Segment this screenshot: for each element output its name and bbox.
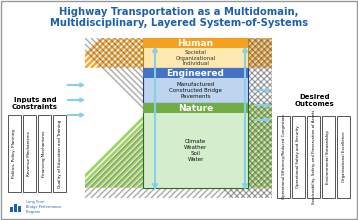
Text: Serviceability, Safety and Preservation of Assets: Serviceability, Safety and Preservation … (311, 110, 315, 204)
Bar (23, 115, 36, 192)
Bar (143, 103, 248, 113)
Text: Financing Mechanisms: Financing Mechanisms (43, 130, 47, 177)
Text: Long Term
Bridge Performance
Program: Long Term Bridge Performance Program (26, 200, 61, 214)
Text: Multidisciplinary, Layered System-of-Systems: Multidisciplinary, Layered System-of-Sys… (50, 18, 308, 28)
Text: Environmental Stewardship: Environmental Stewardship (326, 130, 330, 184)
Bar (143, 38, 248, 48)
Text: Politics, Policy, Planning: Politics, Policy, Planning (13, 129, 16, 178)
Text: Revenue Mechanisms: Revenue Mechanisms (28, 131, 32, 176)
Bar (8, 115, 21, 192)
Bar (143, 103, 248, 188)
Text: Nature: Nature (178, 103, 213, 112)
Bar (14, 204, 17, 212)
Bar (277, 116, 290, 198)
Text: Climate
Weather
Soil
Water: Climate Weather Soil Water (184, 139, 207, 162)
Text: Operational Efficiency/Reduced Congestion: Operational Efficiency/Reduced Congestio… (281, 115, 285, 200)
Text: Engineered: Engineered (166, 68, 224, 77)
Bar (307, 116, 320, 198)
Text: Operational Safety and Security: Operational Safety and Security (296, 126, 300, 188)
Bar (10, 207, 13, 212)
Bar (292, 116, 305, 198)
Text: Societal
Organizational
Individual: Societal Organizational Individual (175, 50, 216, 66)
Text: Manufactured
Constructed Bridge
Pavements: Manufactured Constructed Bridge Pavement… (169, 82, 222, 99)
Bar (337, 116, 350, 198)
Bar (143, 68, 248, 103)
Bar (53, 115, 66, 192)
Text: Organizational Excellence: Organizational Excellence (342, 132, 345, 182)
Bar (18, 206, 21, 212)
Bar (38, 115, 51, 192)
Bar (143, 68, 248, 78)
Text: Highway Transportation as a Multidomain,: Highway Transportation as a Multidomain, (59, 7, 299, 17)
Bar (143, 38, 248, 68)
Text: Desired
Outcomes: Desired Outcomes (295, 94, 334, 107)
Bar (322, 116, 335, 198)
Text: Inputs and
Constraints: Inputs and Constraints (12, 97, 58, 110)
Text: Human: Human (178, 38, 214, 48)
Text: Quality of Education and Training: Quality of Education and Training (58, 119, 62, 188)
